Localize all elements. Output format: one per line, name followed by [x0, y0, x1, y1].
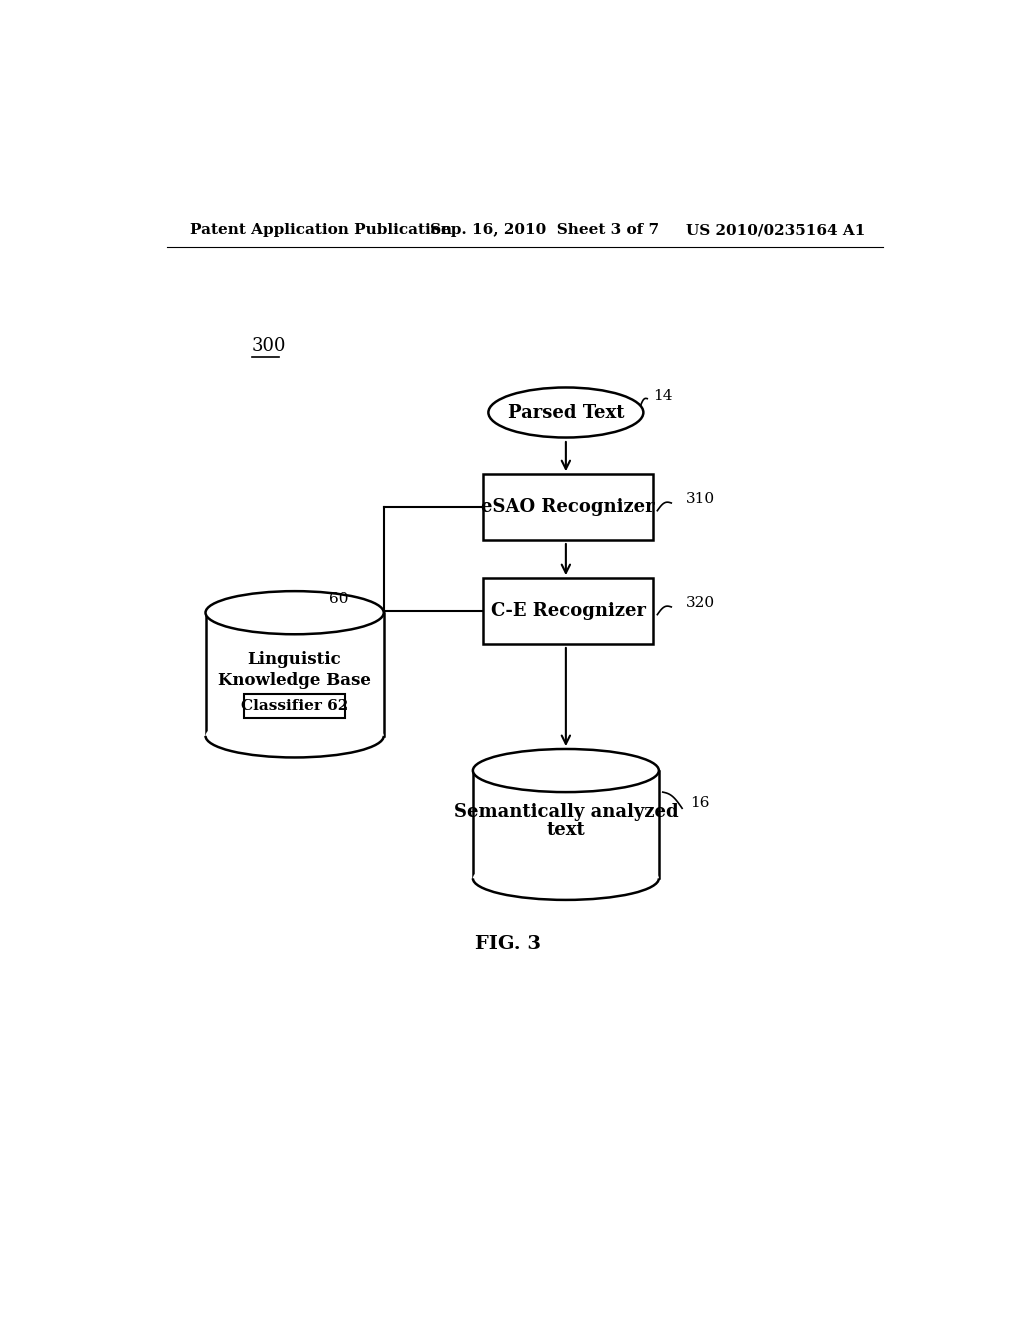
Text: Linguistic: Linguistic — [248, 651, 341, 668]
Text: 300: 300 — [252, 337, 287, 355]
Text: US 2010/0235164 A1: US 2010/0235164 A1 — [686, 223, 865, 238]
Text: Patent Application Publication: Patent Application Publication — [190, 223, 452, 238]
Text: Classifier 62: Classifier 62 — [241, 698, 348, 713]
Text: eSAO Recognizer: eSAO Recognizer — [481, 498, 655, 516]
Text: Sep. 16, 2010  Sheet 3 of 7: Sep. 16, 2010 Sheet 3 of 7 — [430, 223, 659, 238]
Text: 14: 14 — [652, 388, 672, 403]
FancyBboxPatch shape — [245, 693, 345, 718]
Text: 310: 310 — [686, 492, 715, 506]
Text: Parsed Text: Parsed Text — [508, 404, 624, 421]
Text: C-E Recognizer: C-E Recognizer — [490, 602, 646, 620]
Text: Knowledge Base: Knowledge Base — [218, 672, 371, 689]
Ellipse shape — [473, 857, 658, 900]
Text: 320: 320 — [686, 597, 715, 610]
Ellipse shape — [206, 591, 384, 635]
Ellipse shape — [206, 714, 384, 758]
Ellipse shape — [473, 748, 658, 792]
Text: text: text — [547, 821, 586, 838]
Text: 16: 16 — [690, 796, 710, 810]
Text: Semantically analyzed: Semantically analyzed — [454, 803, 678, 821]
Ellipse shape — [488, 388, 643, 437]
FancyBboxPatch shape — [483, 578, 653, 644]
Text: FIG. 3: FIG. 3 — [475, 935, 541, 953]
Text: 60: 60 — [330, 591, 349, 606]
FancyBboxPatch shape — [483, 474, 653, 540]
